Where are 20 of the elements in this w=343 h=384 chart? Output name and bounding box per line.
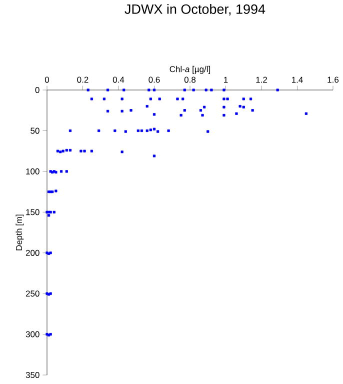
- x-tick-label: 1.2: [256, 76, 267, 83]
- y-tick-label: 0: [35, 86, 40, 94]
- x-axis-title: Chl-a [µg/l]: [170, 66, 210, 74]
- x-tick-label: 0: [44, 76, 50, 83]
- y-tick-label: 350: [26, 372, 40, 378]
- x-tick-label: 1: [224, 76, 228, 83]
- y-tick-label: 50: [30, 128, 40, 134]
- x-tick-label: 1.4: [292, 76, 303, 83]
- chart-title: JDWX in October, 1994: [124, 4, 266, 16]
- x-tick-label: 0.2: [77, 76, 88, 83]
- x-tick-label: 1.6: [328, 76, 339, 83]
- x-tick-label: 0.4: [112, 76, 124, 83]
- x-tick-label: 0.6: [148, 76, 160, 83]
- y-axis-title: Depth [m]: [16, 214, 24, 250]
- y-tick-label: 100: [26, 168, 40, 174]
- y-tick-label: 150: [26, 209, 40, 216]
- y-tick-label: 250: [26, 290, 40, 297]
- x-tick-label: 0.8: [184, 76, 196, 83]
- y-tick-label: 200: [26, 250, 40, 256]
- y-tick-label: 300: [26, 331, 40, 338]
